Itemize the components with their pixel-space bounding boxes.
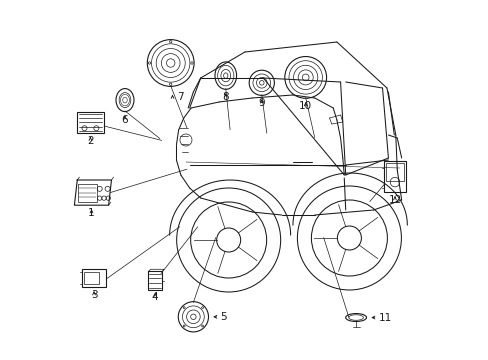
Text: 6: 6 xyxy=(122,114,128,125)
Text: 3: 3 xyxy=(90,290,97,300)
Text: 12: 12 xyxy=(387,195,401,205)
Text: 5: 5 xyxy=(220,312,226,322)
Text: 4: 4 xyxy=(152,292,158,302)
Text: 9: 9 xyxy=(258,98,264,108)
Text: 8: 8 xyxy=(222,92,228,102)
Text: 1: 1 xyxy=(88,208,95,218)
Text: 2: 2 xyxy=(87,136,94,146)
Text: 10: 10 xyxy=(299,101,312,111)
Text: 7: 7 xyxy=(177,91,183,102)
Text: 11: 11 xyxy=(378,312,391,323)
